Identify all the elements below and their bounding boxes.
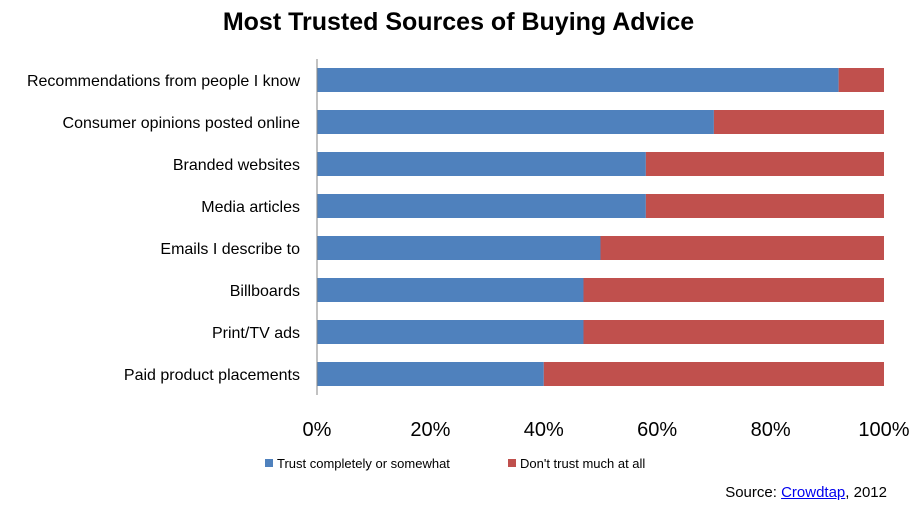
- x-tick-label: 80%: [751, 419, 791, 441]
- chart-title: Most Trusted Sources of Buying Advice: [222, 8, 695, 36]
- bar-trust: [317, 68, 839, 92]
- bar-trust: [317, 278, 584, 302]
- bar-distrust: [600, 236, 884, 260]
- source-prefix: Source:: [725, 484, 782, 501]
- x-tick-label: 60%: [637, 419, 677, 441]
- x-tick-label: 100%: [858, 419, 909, 441]
- legend-swatch: [265, 459, 273, 467]
- source-link[interactable]: Crowdtap: [781, 484, 846, 501]
- bar-distrust: [583, 278, 884, 302]
- bar-distrust: [543, 362, 884, 386]
- bar-distrust: [645, 194, 884, 218]
- category-label: Branded websites: [173, 157, 300, 174]
- legend-swatch: [508, 459, 516, 467]
- bar-trust: [317, 320, 584, 344]
- bar-distrust: [583, 320, 884, 344]
- bar-trust: [317, 110, 714, 134]
- legend-label: Don't trust much at all: [520, 456, 645, 471]
- category-label: Media articles: [201, 199, 300, 216]
- x-tick-label: 0%: [303, 419, 332, 441]
- category-label: Emails I describe to: [160, 241, 300, 258]
- bar-trust: [317, 236, 601, 260]
- category-label: Recommendations from people I know: [27, 73, 300, 90]
- bar-distrust: [713, 110, 884, 134]
- bar-distrust: [645, 152, 884, 176]
- source-note: Source: Crowdtap, 2012: [725, 484, 887, 501]
- x-tick-label: 20%: [410, 419, 450, 441]
- legend-label: Trust completely or somewhat: [277, 456, 450, 471]
- bar-distrust: [838, 68, 884, 92]
- x-tick-label: 40%: [524, 419, 564, 441]
- category-label: Billboards: [230, 283, 300, 300]
- category-label: Print/TV ads: [212, 325, 300, 342]
- bar-trust: [317, 362, 544, 386]
- bar-trust: [317, 194, 646, 218]
- bar-trust: [317, 152, 646, 176]
- category-label: Consumer opinions posted online: [63, 115, 301, 132]
- category-label: Paid product placements: [124, 367, 300, 384]
- source-suffix: , 2012: [845, 484, 887, 501]
